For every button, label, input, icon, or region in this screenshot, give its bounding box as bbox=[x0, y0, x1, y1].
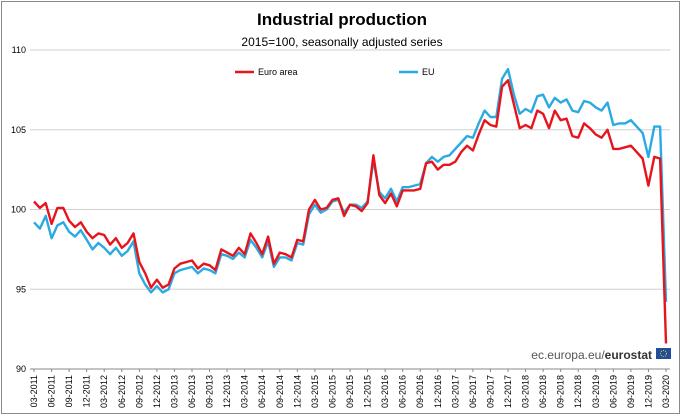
x-tick-label: 03-2012 bbox=[99, 375, 109, 408]
x-tick-label: 12-2018 bbox=[573, 375, 583, 408]
x-tick-label: 03-2016 bbox=[380, 375, 390, 408]
legend: Euro area EU bbox=[235, 67, 435, 77]
x-tick-label: 09-2011 bbox=[64, 375, 74, 407]
chart-subtitle: 2015=100, seasonally adjusted series bbox=[241, 35, 442, 49]
x-tick-label: 12-2011 bbox=[82, 375, 92, 407]
y-tick-label: 95 bbox=[16, 284, 26, 294]
chart-title: Industrial production bbox=[257, 10, 427, 29]
x-tick-label: 09-2012 bbox=[134, 375, 144, 408]
y-tick-label: 90 bbox=[16, 364, 26, 374]
x-tick-label: 06-2016 bbox=[398, 375, 408, 408]
source-eurostat: eurostat bbox=[605, 348, 652, 362]
series-line-eu bbox=[33, 67, 668, 303]
x-tick-label: 09-2018 bbox=[556, 375, 566, 408]
legend-label-euro-area: Euro area bbox=[258, 67, 298, 77]
x-tick-label: 06-2017 bbox=[468, 375, 478, 408]
x-tick-label: 09-2014 bbox=[275, 375, 285, 408]
y-tick-label: 110 bbox=[12, 45, 26, 55]
x-tick-label: 09-2017 bbox=[485, 375, 495, 408]
eu-flag-icon bbox=[656, 348, 671, 359]
y-tick-label: 105 bbox=[11, 125, 26, 135]
x-tick-label: 12-2015 bbox=[363, 375, 373, 408]
x-tick-label: 03-2011 bbox=[29, 375, 39, 407]
series-line-euro-area bbox=[33, 79, 668, 344]
x-tick-label: 06-2013 bbox=[187, 375, 197, 408]
source-credit: ec.europa.eu/eurostat bbox=[531, 348, 671, 362]
y-axis-ticks: 90 95 100 105 110 bbox=[11, 45, 26, 374]
x-tick-label: 06-2019 bbox=[608, 375, 618, 408]
gridlines bbox=[30, 49, 670, 370]
x-tick-label: 03-2018 bbox=[521, 375, 531, 408]
x-tick-label: 12-2012 bbox=[152, 375, 162, 408]
x-tick-label: 03-2019 bbox=[591, 375, 601, 408]
x-tick-label: 12-2016 bbox=[433, 375, 443, 408]
x-tick-label: 03-2013 bbox=[169, 375, 179, 408]
source-text: ec.europa.eu/ bbox=[531, 348, 605, 362]
x-tick-label: 09-2019 bbox=[626, 375, 636, 408]
x-tick-label: 03-2020 bbox=[661, 375, 671, 408]
x-tick-label: 09-2015 bbox=[345, 375, 355, 408]
x-tick-label: 06-2018 bbox=[538, 375, 548, 408]
x-tick-label: 09-2016 bbox=[415, 375, 425, 408]
svg-text:ec.europa.eu/eurostat: ec.europa.eu/eurostat bbox=[531, 348, 652, 362]
x-tick-label: 12-2013 bbox=[222, 375, 232, 408]
x-tick-label: 03-2015 bbox=[310, 375, 320, 408]
x-axis: 03-2011 06-2011 09-2011 12-2011 03-2012 06-20… bbox=[29, 368, 671, 408]
x-tick-label: 12-2014 bbox=[292, 375, 302, 408]
x-tick-label: 12-2019 bbox=[643, 375, 653, 408]
x-tick-label: 06-2011 bbox=[47, 375, 57, 407]
legend-label-eu: EU bbox=[422, 67, 435, 77]
x-tick-label: 03-2014 bbox=[240, 375, 250, 408]
x-tick-label: 06-2012 bbox=[117, 375, 127, 408]
x-tick-label: 09-2013 bbox=[205, 375, 215, 408]
eu-flag-stars-icon bbox=[660, 350, 667, 357]
x-tick-label: 06-2014 bbox=[257, 375, 267, 408]
y-tick-label: 100 bbox=[11, 205, 26, 215]
series-lines bbox=[33, 67, 668, 344]
x-tick-label: 03-2017 bbox=[450, 375, 460, 408]
x-tick-label: 06-2015 bbox=[327, 375, 337, 408]
x-tick-label: 12-2017 bbox=[503, 375, 513, 408]
